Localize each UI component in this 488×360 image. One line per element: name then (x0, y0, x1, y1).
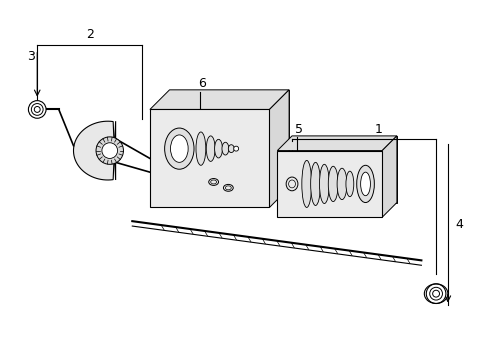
Ellipse shape (345, 171, 353, 197)
Polygon shape (277, 150, 382, 217)
Ellipse shape (233, 146, 238, 151)
Text: 5: 5 (294, 122, 302, 136)
Ellipse shape (429, 287, 442, 300)
Ellipse shape (222, 142, 228, 155)
Ellipse shape (34, 107, 40, 112)
Polygon shape (269, 90, 288, 207)
Text: 3: 3 (27, 50, 35, 63)
Ellipse shape (432, 290, 439, 297)
Polygon shape (291, 136, 396, 203)
Polygon shape (150, 90, 288, 109)
Ellipse shape (310, 162, 320, 206)
Polygon shape (73, 121, 115, 180)
Ellipse shape (356, 165, 374, 203)
Ellipse shape (102, 143, 117, 158)
Ellipse shape (301, 161, 311, 207)
Ellipse shape (319, 164, 328, 203)
Ellipse shape (28, 100, 46, 118)
Ellipse shape (196, 132, 205, 165)
Text: 6: 6 (198, 77, 205, 90)
Text: 1: 1 (374, 122, 382, 136)
Ellipse shape (31, 104, 43, 115)
Ellipse shape (327, 166, 337, 202)
Ellipse shape (214, 139, 222, 158)
Polygon shape (382, 136, 396, 217)
Ellipse shape (426, 284, 445, 303)
Text: 2: 2 (85, 28, 93, 41)
Ellipse shape (228, 145, 234, 153)
Ellipse shape (360, 172, 370, 196)
Text: 4: 4 (455, 217, 463, 231)
Polygon shape (277, 136, 396, 150)
Ellipse shape (206, 136, 215, 161)
Polygon shape (150, 109, 269, 207)
Ellipse shape (170, 135, 188, 162)
Ellipse shape (96, 137, 123, 164)
Ellipse shape (336, 168, 346, 199)
Polygon shape (169, 90, 288, 188)
Ellipse shape (164, 128, 194, 169)
